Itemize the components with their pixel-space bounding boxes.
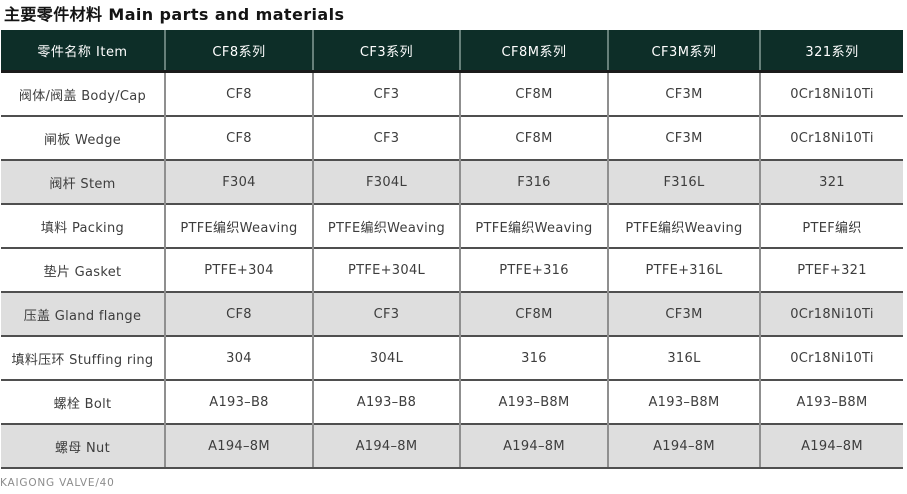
value-cell: A194–8M [164, 423, 313, 469]
header-row: 零件名称 Item CF8系列 CF3系列 CF8M系列 CF3M系列 321系列 [1, 30, 903, 73]
column-header: CF8M系列 [459, 30, 608, 73]
value-cell: 0Cr18Ni10Ti [759, 335, 903, 380]
value-cell: CF3M [607, 291, 760, 336]
value-cell: CF3M [607, 70, 760, 116]
item-cell: 螺母 Nut [1, 423, 165, 469]
table-body: 阀体/阀盖 Body/Cap CF8 CF3 CF8M CF3M 0Cr18Ni10Ti 闸… [1, 70, 903, 469]
value-cell: F316 [459, 159, 608, 204]
value-cell: 0Cr18Ni10Ti [759, 291, 903, 336]
item-cell: 压盖 Gland flange [1, 291, 165, 336]
table-row: 螺母 Nut A194–8M A194–8M A194–8M A194–8M A194–8… [1, 423, 903, 469]
table-row: 填料 Packing PTFE编织Weaving PTFE编织Weaving PTFE… [1, 203, 903, 248]
value-cell: A193–B8M [759, 379, 903, 424]
value-cell: A194–8M [312, 423, 460, 469]
value-cell: A193–B8 [312, 379, 460, 424]
value-cell: A193–B8M [459, 379, 608, 424]
value-cell: 316 [459, 335, 608, 380]
value-cell: A194–8M [459, 423, 608, 469]
value-cell: PTFE编织Weaving [607, 203, 760, 248]
value-cell: A193–B8 [164, 379, 313, 424]
value-cell: CF8M [459, 70, 608, 116]
value-cell: PTFE编织Weaving [459, 203, 608, 248]
value-cell: 316L [607, 335, 760, 380]
item-cell: 闸板 Wedge [1, 115, 165, 160]
value-cell: PTFE+316L [607, 247, 760, 292]
value-cell: PTFE+316 [459, 247, 608, 292]
value-cell: CF3 [312, 70, 460, 116]
value-cell: 304 [164, 335, 313, 380]
table-row: 填料压环 Stuffing ring 304 304L 316 316L 0Cr18Ni1… [1, 335, 903, 380]
value-cell: PTFE+304L [312, 247, 460, 292]
column-header: 321系列 [759, 30, 903, 73]
parts-table: 零件名称 Item CF8系列 CF3系列 CF8M系列 CF3M系列 321系列 阀体/… [1, 30, 903, 469]
table-row: 垫片 Gasket PTFE+304 PTFE+304L PTFE+316 PTFE+3… [1, 247, 903, 292]
column-header: CF8系列 [164, 30, 313, 73]
value-cell: CF8 [164, 291, 313, 336]
value-cell: 0Cr18Ni10Ti [759, 70, 903, 116]
item-cell: 填料 Packing [1, 203, 165, 248]
column-header: CF3系列 [312, 30, 460, 73]
column-header: CF3M系列 [607, 30, 760, 73]
value-cell: CF8 [164, 115, 313, 160]
column-header-item: 零件名称 Item [1, 30, 165, 73]
item-cell: 垫片 Gasket [1, 247, 165, 292]
value-cell: PTFE编织Weaving [312, 203, 460, 248]
value-cell: 321 [759, 159, 903, 204]
value-cell: CF3 [312, 291, 460, 336]
value-cell: 304L [312, 335, 460, 380]
item-cell: 填料压环 Stuffing ring [1, 335, 165, 380]
item-cell: 阀体/阀盖 Body/Cap [1, 70, 165, 116]
table-row: 阀体/阀盖 Body/Cap CF8 CF3 CF8M CF3M 0Cr18Ni10Ti [1, 70, 903, 116]
value-cell: PTFE+304 [164, 247, 313, 292]
table-row: 压盖 Gland flange CF8 CF3 CF8M CF3M 0Cr18Ni10Ti [1, 291, 903, 336]
value-cell: PTEF编织 [759, 203, 903, 248]
value-cell: A193–B8M [607, 379, 760, 424]
footer-note: KAIGONG VALVE/40 [0, 477, 115, 489]
value-cell: A194–8M [607, 423, 760, 469]
value-cell: CF8 [164, 70, 313, 116]
table-row: 闸板 Wedge CF8 CF3 CF8M CF3M 0Cr18Ni10Ti [1, 115, 903, 160]
table-row: 螺栓 Bolt A193–B8 A193–B8 A193–B8M A193–B8M A19… [1, 379, 903, 424]
value-cell: CF8M [459, 291, 608, 336]
value-cell: 0Cr18Ni10Ti [759, 115, 903, 160]
item-cell: 阀杆 Stem [1, 159, 165, 204]
value-cell: F304L [312, 159, 460, 204]
value-cell: CF3M [607, 115, 760, 160]
value-cell: PTEF+321 [759, 247, 903, 292]
value-cell: F316L [607, 159, 760, 204]
item-cell: 螺栓 Bolt [1, 379, 165, 424]
page-title: 主要零件材料 Main parts and materials [4, 5, 345, 24]
table-row: 阀杆 Stem F304 F304L F316 F316L 321 [1, 159, 903, 204]
value-cell: F304 [164, 159, 313, 204]
value-cell: CF3 [312, 115, 460, 160]
value-cell: CF8M [459, 115, 608, 160]
value-cell: PTFE编织Weaving [164, 203, 313, 248]
value-cell: A194–8M [759, 423, 903, 469]
